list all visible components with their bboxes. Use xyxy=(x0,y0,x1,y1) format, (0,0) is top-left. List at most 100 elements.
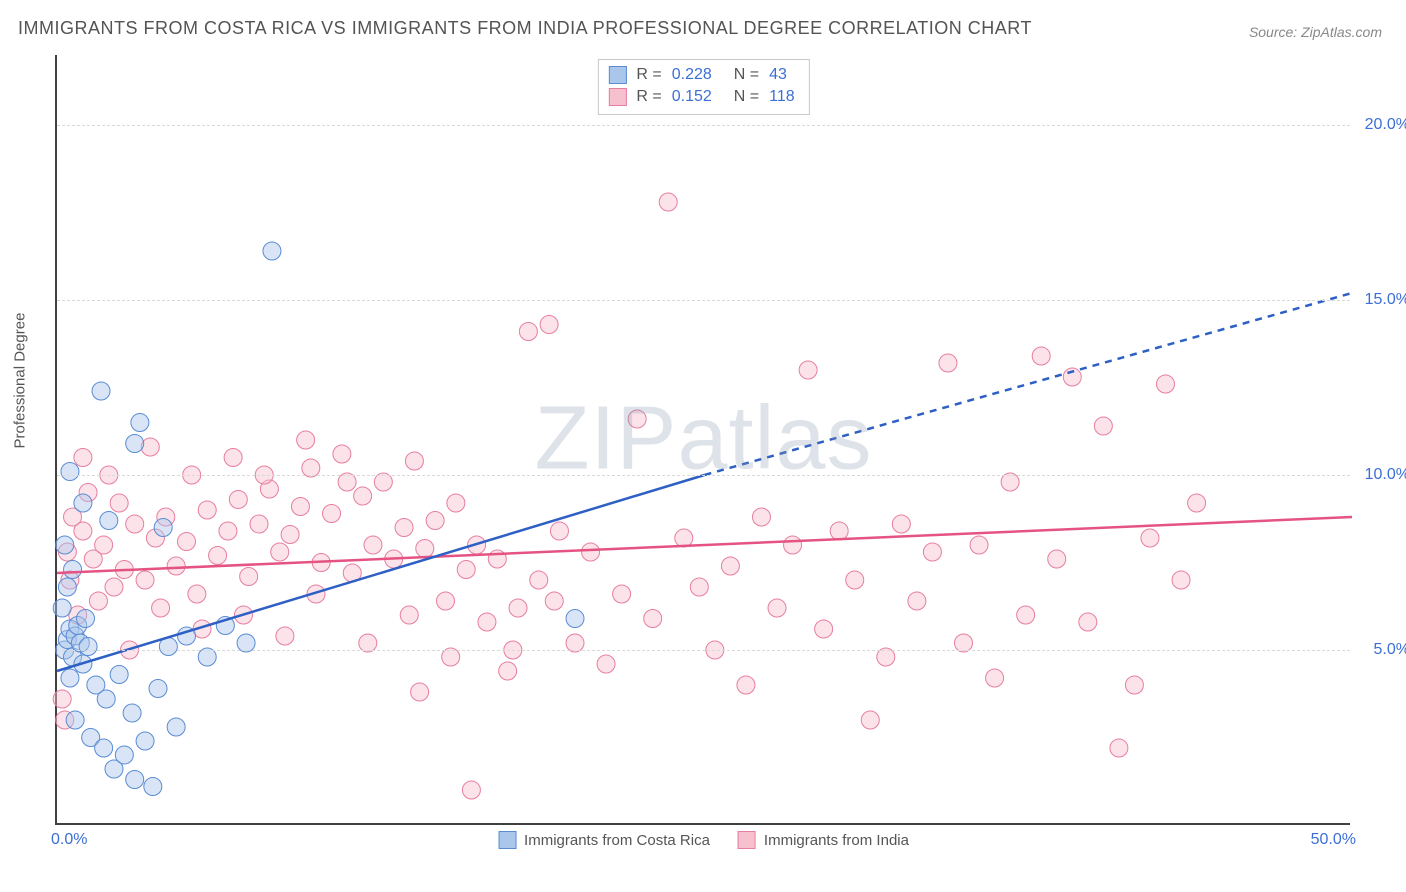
data-point xyxy=(1125,676,1143,694)
data-point xyxy=(519,323,537,341)
y-tick-1: 10.0% xyxy=(1355,466,1406,484)
chart-svg xyxy=(57,55,1350,823)
data-point xyxy=(815,620,833,638)
data-point xyxy=(799,361,817,379)
swatch-series1-icon xyxy=(498,831,516,849)
legend-row-2: R = 0.152 N = 118 xyxy=(608,86,794,108)
data-point xyxy=(540,316,558,334)
data-point xyxy=(224,449,242,467)
data-point xyxy=(939,354,957,372)
r-value: 0.152 xyxy=(672,86,712,108)
y-tick-3: 20.0% xyxy=(1355,116,1406,134)
n-label: N = xyxy=(734,86,759,108)
data-point xyxy=(110,666,128,684)
data-point xyxy=(281,526,299,544)
data-point xyxy=(126,771,144,789)
data-point xyxy=(690,578,708,596)
data-point xyxy=(1172,571,1190,589)
chart-title: IMMIGRANTS FROM COSTA RICA VS IMMIGRANTS… xyxy=(18,18,1032,39)
n-label: N = xyxy=(734,64,759,86)
data-point xyxy=(136,732,154,750)
data-point xyxy=(659,193,677,211)
data-point xyxy=(95,739,113,757)
data-point xyxy=(167,557,185,575)
r-label: R = xyxy=(636,86,661,108)
data-point xyxy=(291,498,309,516)
data-point xyxy=(861,711,879,729)
data-point xyxy=(737,676,755,694)
data-point xyxy=(478,613,496,631)
data-point xyxy=(1017,606,1035,624)
data-point xyxy=(123,704,141,722)
data-point xyxy=(846,571,864,589)
data-point xyxy=(613,585,631,603)
data-point xyxy=(64,561,82,579)
data-point xyxy=(1094,417,1112,435)
grid-line xyxy=(57,650,1350,651)
data-point xyxy=(530,571,548,589)
data-point xyxy=(240,568,258,586)
data-point xyxy=(229,491,247,509)
plot-area: ZIPatlas 5.0%10.0%15.0%20.0% 0.0% 50.0% … xyxy=(55,55,1350,825)
data-point xyxy=(400,606,418,624)
data-point xyxy=(426,512,444,530)
n-value: 43 xyxy=(769,64,787,86)
data-point xyxy=(263,242,281,260)
data-point xyxy=(1079,613,1097,631)
swatch-series1-icon xyxy=(608,66,626,84)
data-point xyxy=(364,536,382,554)
data-point xyxy=(79,638,97,656)
grid-line xyxy=(57,125,1350,126)
data-point xyxy=(178,533,196,551)
source-attribution: Source: ZipAtlas.com xyxy=(1249,24,1382,40)
data-point xyxy=(923,543,941,561)
data-point xyxy=(297,431,315,449)
data-point xyxy=(752,508,770,526)
y-axis-label: Professional Degree xyxy=(12,313,29,449)
y-tick-0: 5.0% xyxy=(1355,641,1406,659)
correlation-legend: R = 0.228 N = 43 R = 0.152 N = 118 xyxy=(597,59,809,115)
data-point xyxy=(61,669,79,687)
legend-item-2: Immigrants from India xyxy=(738,831,909,849)
data-point xyxy=(152,599,170,617)
data-point xyxy=(219,522,237,540)
trend-line xyxy=(57,475,705,671)
legend-item-1: Immigrants from Costa Rica xyxy=(498,831,710,849)
data-point xyxy=(354,487,372,505)
data-point xyxy=(416,540,434,558)
data-point xyxy=(126,515,144,533)
data-point xyxy=(566,610,584,628)
data-point xyxy=(141,438,159,456)
data-point xyxy=(126,435,144,453)
data-point xyxy=(892,515,910,533)
data-point xyxy=(100,512,118,530)
data-point xyxy=(447,494,465,512)
r-value: 0.228 xyxy=(672,64,712,86)
grid-line xyxy=(57,475,1350,476)
data-point xyxy=(209,547,227,565)
data-point xyxy=(333,445,351,463)
legend-label: Immigrants from India xyxy=(764,832,909,849)
data-point xyxy=(74,494,92,512)
data-point xyxy=(105,578,123,596)
data-point xyxy=(411,683,429,701)
data-point xyxy=(550,522,568,540)
data-point xyxy=(457,561,475,579)
r-label: R = xyxy=(636,64,661,86)
data-point xyxy=(582,543,600,561)
grid-line xyxy=(57,300,1350,301)
data-point xyxy=(276,627,294,645)
legend-row-1: R = 0.228 N = 43 xyxy=(608,64,794,86)
n-value: 118 xyxy=(769,86,795,108)
swatch-series2-icon xyxy=(608,88,626,106)
data-point xyxy=(250,515,268,533)
data-point xyxy=(1048,550,1066,568)
data-point xyxy=(115,746,133,764)
data-point xyxy=(437,592,455,610)
data-point xyxy=(167,718,185,736)
data-point xyxy=(405,452,423,470)
data-point xyxy=(95,536,113,554)
data-point xyxy=(509,599,527,617)
data-point xyxy=(271,543,289,561)
y-tick-2: 15.0% xyxy=(1355,291,1406,309)
